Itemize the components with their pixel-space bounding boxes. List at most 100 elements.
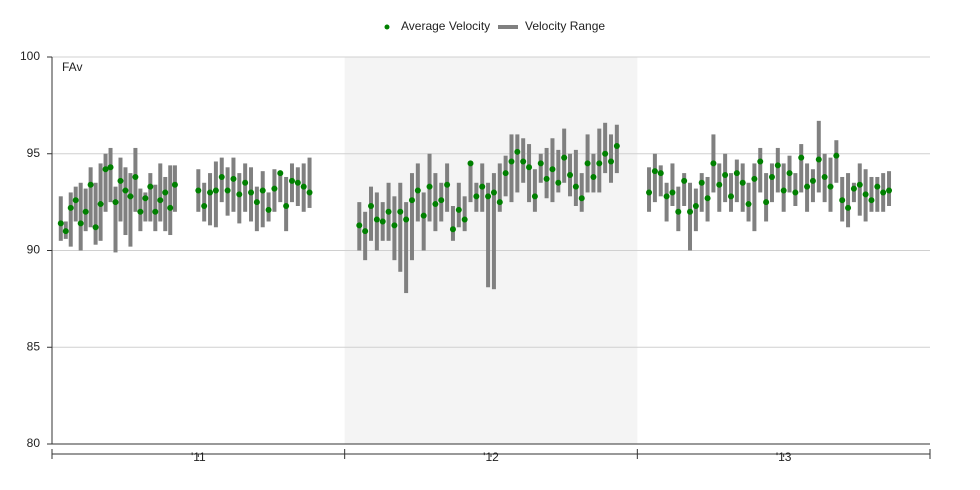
average-velocity: [201, 202, 208, 209]
average-velocity: [142, 195, 149, 202]
average-velocity: [300, 183, 307, 190]
velocity-range: [363, 211, 368, 261]
average-velocity: [132, 173, 139, 180]
average-velocity: [157, 197, 164, 204]
average-velocity: [739, 179, 746, 186]
legend-marker: [498, 25, 518, 29]
velocity-range: [404, 202, 409, 294]
velocity-range: [664, 182, 669, 222]
velocity-range: [693, 188, 698, 232]
average-velocity: [757, 158, 764, 165]
velocity-range: [113, 186, 118, 253]
average-velocity: [242, 179, 249, 186]
velocity-range: [652, 153, 657, 203]
velocity-range: [172, 165, 177, 212]
y-tick-label: 100: [20, 49, 40, 63]
average-velocity: [207, 189, 214, 196]
average-velocity: [218, 173, 225, 180]
average-velocity: [868, 197, 875, 204]
average-velocity: [82, 208, 89, 215]
average-velocity: [230, 175, 237, 182]
average-velocity: [578, 195, 585, 202]
average-velocity: [526, 164, 533, 171]
average-velocity: [426, 183, 433, 190]
average-velocity: [467, 160, 474, 167]
average-velocity: [171, 181, 178, 188]
average-velocity: [584, 160, 591, 167]
average-velocity: [408, 197, 415, 204]
average-velocity: [368, 202, 375, 209]
average-velocity: [57, 220, 64, 227]
velocity-range: [213, 161, 218, 228]
average-velocity: [520, 158, 527, 165]
y-tick-label: 85: [27, 339, 41, 353]
average-velocity: [379, 218, 386, 225]
velocity-range: [254, 186, 259, 232]
velocity-range: [123, 167, 128, 236]
velocity-range: [497, 163, 502, 212]
average-velocity: [549, 166, 556, 173]
average-velocity: [733, 170, 740, 177]
velocity-range: [544, 147, 549, 199]
average-velocity: [845, 204, 852, 211]
average-velocity: [880, 189, 887, 196]
annotation: FAv: [62, 60, 82, 74]
average-velocity: [432, 201, 439, 208]
velocity-range: [260, 171, 265, 228]
average-velocity: [147, 183, 154, 190]
velocity-range: [857, 163, 862, 216]
average-velocity: [306, 189, 313, 196]
velocity-range: [58, 196, 63, 241]
average-velocity: [72, 197, 79, 204]
average-velocity: [152, 208, 159, 215]
velocity-range: [758, 147, 763, 193]
average-velocity: [710, 160, 717, 167]
average-velocity: [496, 199, 503, 206]
average-velocity: [646, 189, 653, 196]
average-velocity: [137, 208, 144, 215]
velocity-range: [73, 186, 78, 222]
velocity-range: [295, 167, 300, 206]
average-velocity: [809, 177, 816, 184]
average-velocity: [722, 172, 729, 179]
legend-label: Average Velocity: [401, 19, 490, 33]
average-velocity: [362, 228, 369, 235]
average-velocity: [92, 224, 99, 231]
velocity-range: [158, 163, 163, 222]
average-velocity: [479, 183, 486, 190]
velocity-range: [421, 192, 426, 251]
velocity-range: [202, 182, 207, 222]
velocity-range: [148, 173, 153, 222]
average-velocity: [385, 208, 392, 215]
average-velocity: [455, 206, 462, 213]
average-velocity: [555, 179, 562, 186]
average-velocity: [531, 193, 538, 200]
velocity-range: [579, 173, 584, 212]
average-velocity: [259, 187, 266, 194]
average-velocity: [403, 216, 410, 223]
average-velocity: [265, 206, 272, 213]
y-tick-label: 95: [27, 146, 41, 160]
velocity-range: [688, 182, 693, 251]
average-velocity: [212, 187, 219, 194]
velocity-range: [851, 182, 856, 203]
velocity-range: [468, 161, 473, 203]
average-velocity: [248, 189, 255, 196]
average-velocity: [651, 168, 658, 175]
y-tick-label: 90: [27, 243, 41, 257]
average-velocity: [195, 187, 202, 194]
average-velocity: [167, 204, 174, 211]
velocity-range: [450, 205, 455, 241]
average-velocity: [827, 183, 834, 190]
average-velocity: [420, 212, 427, 219]
average-velocity: [657, 170, 664, 177]
average-velocity: [62, 228, 69, 235]
velocity-range: [670, 163, 675, 206]
velocity-range: [682, 173, 687, 206]
average-velocity: [745, 201, 752, 208]
average-velocity: [839, 197, 846, 204]
average-velocity: [704, 195, 711, 202]
velocity-range: [846, 173, 851, 228]
average-velocity: [438, 197, 445, 204]
